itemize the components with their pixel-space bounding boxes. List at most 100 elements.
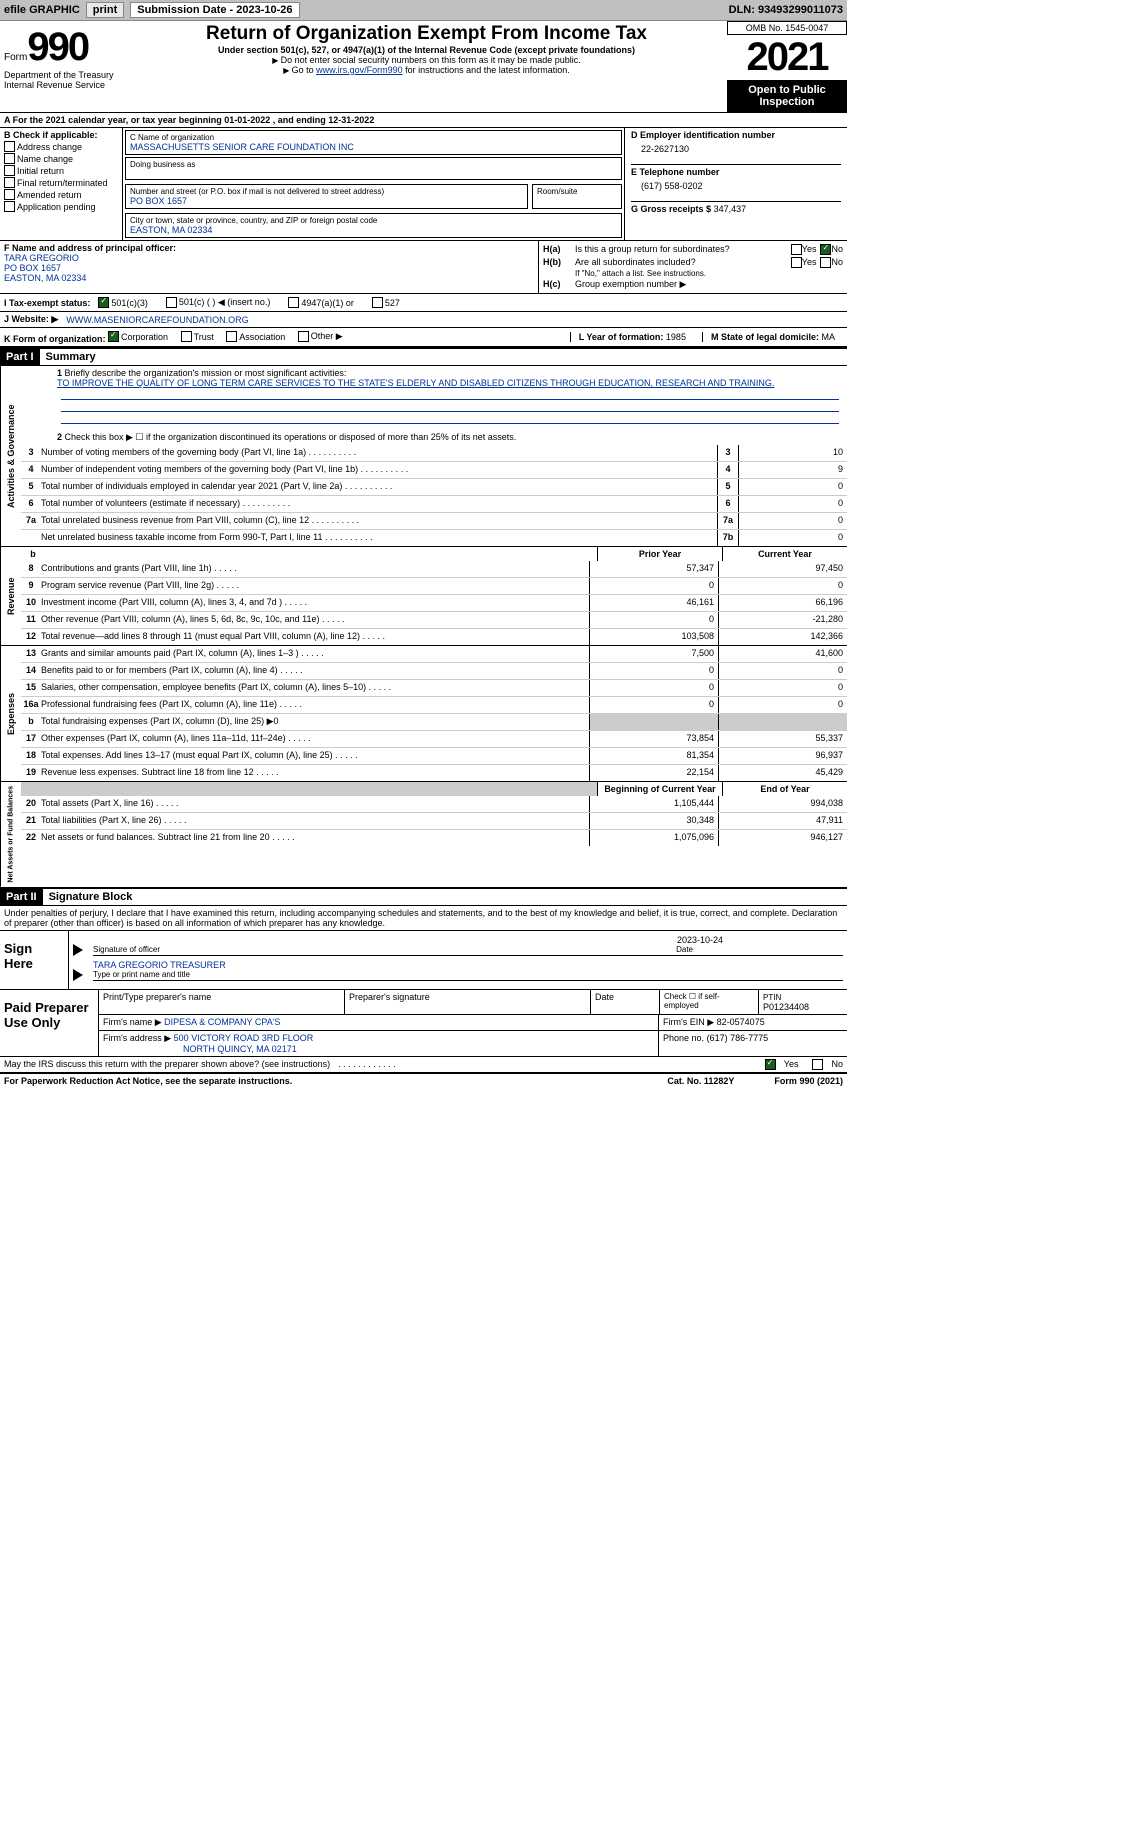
tax-year: 2021 [727,35,847,80]
data-line-18: 18Total expenses. Add lines 13–17 (must … [21,747,847,764]
governance-line-7b: Net unrelated business taxable income fr… [21,529,847,546]
form-footer: Form 990 (2021) [774,1076,843,1086]
org-address: PO BOX 1657 [130,196,523,206]
data-line-b: bTotal fundraising expenses (Part IX, co… [21,713,847,730]
sign-here-block: Sign Here 2023-10-24 Signature of office… [0,930,847,989]
data-line-16a: 16aProfessional fundraising fees (Part I… [21,696,847,713]
governance-side-label: Activities & Governance [0,366,21,546]
print-button[interactable]: print [86,2,124,18]
other-checkbox[interactable] [298,331,309,342]
trust-checkbox[interactable] [181,331,192,342]
form-header: Form990 Department of the Treasury Inter… [0,21,847,112]
line-l: L Year of formation: 1985 [570,332,694,342]
line-m: M State of legal domicile: MA [702,332,843,342]
assoc-checkbox[interactable] [226,331,237,342]
data-line-12: 12Total revenue—add lines 8 through 11 (… [21,628,847,645]
data-line-11: 11Other revenue (Part VIII, column (A), … [21,611,847,628]
city-label: City or town, state or province, country… [130,216,617,225]
footer: For Paperwork Reduction Act Notice, see … [0,1072,847,1088]
dln-label: DLN: 93493299011073 [729,4,843,16]
data-line-17: 17Other expenses (Part IX, column (A), l… [21,730,847,747]
firm-name: DiPesa & Company CPA's [164,1017,280,1027]
data-line-19: 19Revenue less expenses. Subtract line 1… [21,764,847,781]
501c-checkbox[interactable] [166,297,177,308]
website: WWW.MASENIORCAREFOUNDATION.ORG [66,315,248,325]
signature-arrow-icon [73,944,83,956]
governance-line-5: 5Total number of individuals employed in… [21,478,847,495]
box-b-check-4[interactable] [4,189,15,200]
firm-phone: (617) 786-7775 [707,1033,769,1043]
data-line-21: 21Total liabilities (Part X, line 26) . … [21,812,847,829]
line-2: 2 Check this box ▶ ☐ if the organization… [21,426,847,445]
data-line-14: 14Benefits paid to or for members (Part … [21,662,847,679]
netassets-side-label: Net Assets or Fund Balances [0,782,21,887]
corp-checkbox[interactable] [108,331,119,342]
box-b-check-2[interactable] [4,165,15,176]
data-line-22: 22Net assets or fund balances. Subtract … [21,829,847,846]
form-title: Return of Organization Exempt From Incom… [130,23,723,45]
irs-link[interactable]: www.irs.gov/Form990 [316,65,403,75]
paid-preparer-block: Paid Preparer Use Only Print/Type prepar… [0,989,847,1056]
phone: (617) 558-0202 [631,177,841,201]
box-h: H(a) Is this a group return for subordin… [538,241,847,293]
box-b: B Check if applicable: Address changeNam… [0,128,123,240]
box-f: F Name and address of principal officer:… [0,241,538,293]
begin-year-header: Beginning of Current Year [597,782,722,796]
preparer-date-label: Date [591,990,660,1014]
dba-label: Doing business as [130,160,617,169]
officer-name-field: TARA GREGORIO TREASURER Type or print na… [93,960,843,981]
box-d: D Employer identification number 22-2627… [624,128,847,240]
submission-date: Submission Date - 2023-10-26 [130,2,299,18]
efile-label: efile GRAPHIC [4,4,80,16]
current-year-header: Current Year [722,547,847,561]
open-public-label: Open to Public Inspection [727,80,847,112]
org-name: MASSACHUSETTS SENIOR CARE FOUNDATION INC [130,142,617,152]
ha-yes-checkbox[interactable] [791,244,802,255]
expenses-side-label: Expenses [0,646,21,781]
data-line-8: 8Contributions and grants (Part VIII, li… [21,561,847,577]
hb-no-checkbox[interactable] [820,257,831,268]
mission-text: TO IMPROVE THE QUALITY OF LONG TERM CARE… [57,378,774,388]
department-label: Department of the Treasury Internal Reve… [0,70,126,90]
form-subtitle: Under section 501(c), 527, or 4947(a)(1)… [130,45,723,55]
501c3-checkbox[interactable] [98,297,109,308]
527-checkbox[interactable] [372,297,383,308]
org-city: EASTON, MA 02334 [130,225,617,235]
firm-addr2: North Quincy, MA 02171 [103,1044,297,1054]
form-990-box: Form990 [0,21,126,70]
firm-ein: 82-0574075 [717,1017,765,1027]
addr-label: Number and street (or P.O. box if mail i… [130,187,523,196]
box-b-check-5[interactable] [4,201,15,212]
self-employed-check[interactable]: Check ☐ if self-employed [660,990,759,1014]
ha-no-checkbox[interactable] [820,244,831,255]
box-b-check-3[interactable] [4,177,15,188]
discuss-no-checkbox[interactable] [812,1059,823,1070]
box-c: C Name of organization MASSACHUSETTS SEN… [123,128,624,240]
hb-yes-checkbox[interactable] [791,257,802,268]
4947-checkbox[interactable] [288,297,299,308]
name-arrow-icon [73,969,83,981]
prior-year-header: Prior Year [597,547,722,561]
ptin-value: P01234408 [763,1002,809,1012]
form-prefix: Form [4,52,27,63]
officer-signature-field[interactable]: 2023-10-24 Signature of officer Date [93,935,843,956]
discuss-yes-checkbox[interactable] [765,1059,776,1070]
revenue-side-label: Revenue [0,547,21,645]
data-line-10: 10Investment income (Part VIII, column (… [21,594,847,611]
line-j: J Website: ▶ WWW.MASENIORCAREFOUNDATION.… [0,311,847,327]
box-b-check-1[interactable] [4,153,15,164]
governance-line-6: 6Total number of volunteers (estimate if… [21,495,847,512]
room-label: Room/suite [537,187,617,196]
ein: 22-2627130 [631,140,841,164]
mission-block: 1 Briefly describe the organization's mi… [21,366,847,426]
form-number: 990 [27,25,88,69]
end-year-header: End of Year [722,782,847,796]
cat-no: Cat. No. 11282Y [667,1076,734,1086]
discuss-line: May the IRS discuss this return with the… [0,1056,847,1072]
governance-line-7a: 7aTotal unrelated business revenue from … [21,512,847,529]
box-b-check-0[interactable] [4,141,15,152]
firm-addr1: 500 Victory Road 3rd Floor [174,1033,314,1043]
line-k: K Form of organization: Corporation Trus… [4,330,562,344]
preparer-name-label: Print/Type preparer's name [99,990,345,1014]
form-note-2: Go to www.irs.gov/Form990 for instructio… [130,65,723,75]
